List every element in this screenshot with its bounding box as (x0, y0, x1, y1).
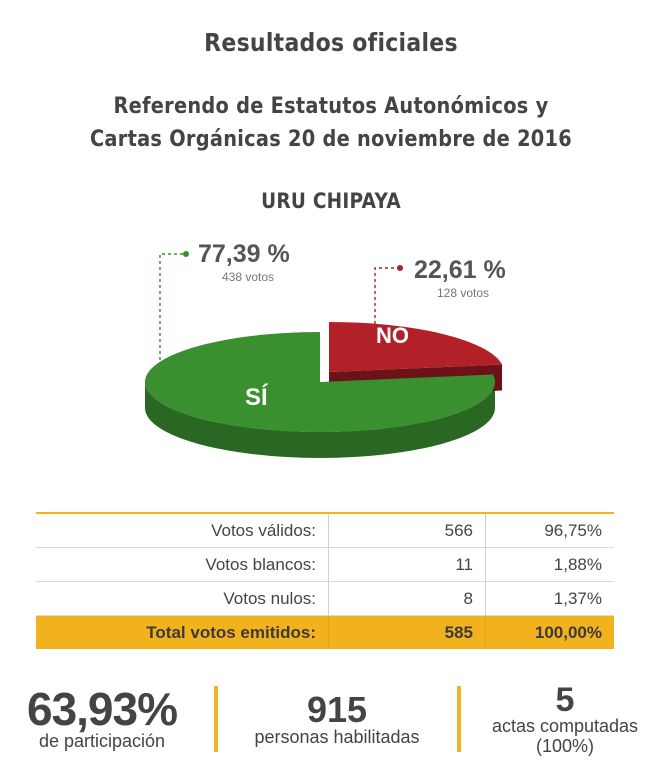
stat-divider (214, 686, 218, 752)
table-row: Votos blancos: 11 1,88% (36, 547, 614, 582)
row-label: Votos válidos: (36, 512, 329, 548)
yes-percent-label: 77,39 % (198, 240, 290, 268)
row-count: 566 (328, 512, 486, 548)
subtitle-line-2: Cartas Orgánicas 20 de noviembre de 2016 (89, 127, 573, 152)
region-title: URU CHIPAYA (261, 189, 401, 213)
no-percent-label: 22,61 % (414, 256, 506, 284)
row-label: Votos nulos: (36, 581, 329, 616)
yes-slice-label: SÍ (245, 383, 269, 411)
acts-caption-line-1: actas computadas (491, 716, 639, 736)
row-count: 11 (328, 547, 486, 582)
participation-caption: de participación (38, 731, 166, 751)
voters-caption: personas habilitadas (254, 727, 420, 747)
row-percent: 1,37% (485, 581, 614, 616)
acts-value: 5 (555, 681, 575, 719)
yes-votes-label: 438 votos (222, 270, 274, 284)
voters-value: 915 (306, 689, 368, 730)
no-leader-dot (397, 265, 403, 271)
results-table: Votos válidos: 566 96,75% Votos blancos:… (36, 512, 614, 649)
row-percent: 96,75% (485, 512, 614, 548)
participation-value: 63,93% (26, 683, 178, 735)
voters-stat: 915 personas habilitadas (232, 692, 442, 748)
total-percent: 100,00% (485, 615, 614, 649)
total-count: 585 (328, 615, 486, 649)
acts-stat: 5 actas computadas (100%) (470, 683, 660, 757)
row-percent: 1,88% (485, 547, 614, 582)
row-label: Votos blancos: (36, 547, 329, 582)
yes-leader-dot (183, 251, 189, 257)
stat-divider (457, 686, 461, 752)
table-row: Votos válidos: 566 96,75% (36, 512, 614, 548)
total-label: Total votos emitidos: (36, 615, 329, 649)
participation-stat: 63,93% de participación (6, 686, 198, 752)
table-row: Votos nulos: 8 1,37% (36, 581, 614, 616)
subtitle-line-1: Referendo de Estatutos Autonómicos y (113, 94, 549, 119)
no-votes-label: 128 votos (437, 286, 489, 300)
pie-slice-yes (145, 332, 496, 432)
no-leader-line (374, 267, 398, 330)
pie-slice-no (329, 322, 503, 372)
no-slice-label: NO (376, 323, 409, 348)
yes-leader-line (159, 253, 184, 360)
pie-chart: 77,39 % 438 votos 22,61 % 128 votos SÍ N… (145, 240, 506, 458)
page-title: Resultados oficiales (204, 28, 458, 57)
row-count: 8 (328, 581, 486, 616)
total-row: Total votos emitidos: 585 100,00% (36, 615, 614, 649)
pie-slice-yes-side (145, 382, 495, 458)
acts-caption-line-2: (100%) (535, 735, 595, 756)
